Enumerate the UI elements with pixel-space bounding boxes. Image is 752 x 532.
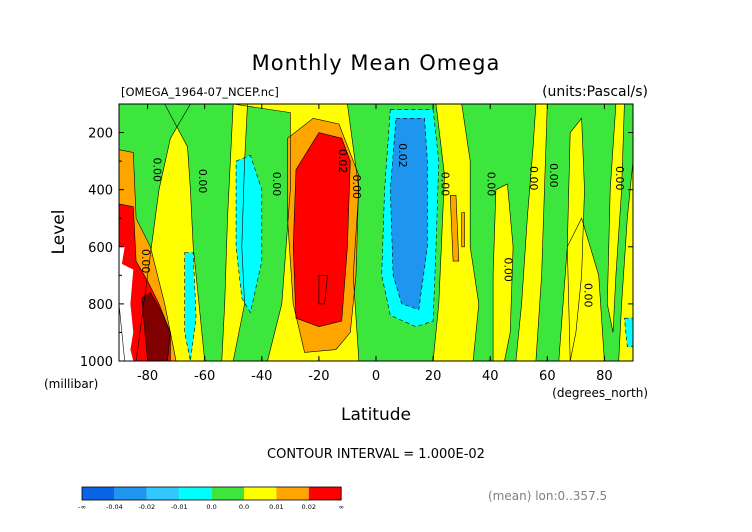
legend-swatch xyxy=(179,487,212,500)
contour-region xyxy=(184,252,197,361)
contour-label: 0.00 xyxy=(547,163,560,188)
legend-swatch xyxy=(146,487,180,500)
contour-line xyxy=(292,132,351,328)
x-tick-label: 0 xyxy=(372,369,380,384)
y-tick-label: 800 xyxy=(88,298,113,313)
x-tick-label: 40 xyxy=(482,369,499,384)
y-axis-title: Level xyxy=(49,210,69,255)
contour-line xyxy=(119,104,191,361)
contour-label: 0.00 xyxy=(196,169,209,194)
x-units-label: (degrees_north) xyxy=(552,386,648,400)
contour-region xyxy=(624,318,633,347)
contour-line xyxy=(318,274,328,305)
legend-label: ∞ xyxy=(338,503,343,511)
y-tick-label: 400 xyxy=(88,184,113,199)
legend-label: 0.0 xyxy=(239,503,249,511)
legend-swatch xyxy=(308,487,342,500)
contour-region xyxy=(390,118,428,310)
contour-region xyxy=(141,292,171,361)
x-tick-label: -20 xyxy=(308,369,329,384)
x-tick-label: 80 xyxy=(596,369,613,384)
y-tick-label: 1000 xyxy=(80,355,113,370)
legend-label: 0.02 xyxy=(302,503,316,511)
contour-line xyxy=(221,104,248,361)
contour-region xyxy=(567,118,585,361)
contour-label: 0.00 xyxy=(270,172,283,197)
x-axis: -80 -60 -40 -20 0 20 40 60 80 xyxy=(137,104,613,384)
y-units-label: (millibar) xyxy=(44,377,98,391)
contour-line xyxy=(389,118,428,310)
contour-line xyxy=(566,117,585,361)
contour-fills xyxy=(119,104,633,361)
contour-region xyxy=(461,212,465,247)
contour-label: 0.00 xyxy=(613,166,626,191)
contour-label: 0.00 xyxy=(139,249,152,274)
legend-swatch xyxy=(82,487,115,500)
plot-area: 0.000.00 0.00 0.000.020.000.020.00 0.000.00… xyxy=(118,103,634,362)
contour-line xyxy=(449,195,460,262)
contour-label: 0.00 xyxy=(502,257,515,282)
x-tick-label: -80 xyxy=(137,369,158,384)
contour-label: 0.00 xyxy=(150,157,163,182)
y-tick-label: 600 xyxy=(88,241,113,256)
contour-line xyxy=(606,104,625,333)
contour-label: 0.02 xyxy=(336,149,349,174)
contour-line xyxy=(624,317,633,348)
x-tick-label: -60 xyxy=(194,369,215,384)
contour-interval-text: CONTOUR INTERVAL = 1.000E-02 xyxy=(267,447,485,462)
contour-line xyxy=(119,149,177,361)
legend-label: -0.01 xyxy=(171,503,188,511)
legend-label: -∞ xyxy=(78,503,86,511)
contour-label: 0.02 xyxy=(396,143,409,168)
contour-line xyxy=(235,155,263,314)
x-tick-label: 60 xyxy=(539,369,556,384)
color-legend: -∞ -0.04 -0.02 -0.01 0.0 0.0 0.01 0.02 ∞ xyxy=(78,486,344,511)
units-label: (units:Pascal/s) xyxy=(542,84,648,100)
legend-swatch xyxy=(244,487,277,500)
y-tick-label: 200 xyxy=(88,127,113,142)
contour-line xyxy=(287,117,360,353)
contour-line xyxy=(535,104,633,361)
contour-line xyxy=(184,252,197,361)
contour-lines xyxy=(119,104,633,361)
contour-line xyxy=(164,104,291,361)
chart-title: Monthly Mean Omega xyxy=(252,51,501,75)
contour-region xyxy=(236,155,262,313)
contour-region xyxy=(293,132,351,327)
contour-region xyxy=(607,104,625,333)
contour-line xyxy=(461,104,537,361)
file-label: [OMEGA_1964-07_NCEP.nc] xyxy=(121,85,279,99)
contour-label: 0.00 xyxy=(484,172,497,197)
contour-line xyxy=(347,104,445,361)
y-axis: 200 400 600 800 1000 xyxy=(80,127,633,370)
contour-label: 0.00 xyxy=(350,175,363,200)
x-tick-label: -40 xyxy=(251,369,272,384)
contour-region xyxy=(119,246,134,361)
contour-labels: 0.000.00 0.00 0.000.020.000.020.00 0.000.00… xyxy=(139,143,626,307)
contour-line xyxy=(492,183,514,361)
contour-region xyxy=(493,184,514,361)
contour-label: 0.00 xyxy=(582,283,595,308)
contour-line xyxy=(461,212,465,248)
footer-note: (mean) lon:0..357.5 xyxy=(488,489,607,503)
legend-label: 0.0 xyxy=(206,503,216,511)
legend-frame xyxy=(81,486,342,501)
x-tick-label: 20 xyxy=(425,369,442,384)
legend-label: 0.01 xyxy=(269,503,283,511)
legend-swatch xyxy=(276,487,309,500)
contour-line xyxy=(141,292,171,361)
legend-label: -0.04 xyxy=(106,503,123,511)
legend-swatch xyxy=(114,487,147,500)
x-axis-title: Latitude xyxy=(341,405,411,425)
contour-label: 0.00 xyxy=(527,166,540,191)
legend-swatch xyxy=(211,487,244,500)
contour-label: 0.00 xyxy=(439,172,452,197)
contour-line xyxy=(119,203,171,361)
legend-label: -0.02 xyxy=(138,503,155,511)
